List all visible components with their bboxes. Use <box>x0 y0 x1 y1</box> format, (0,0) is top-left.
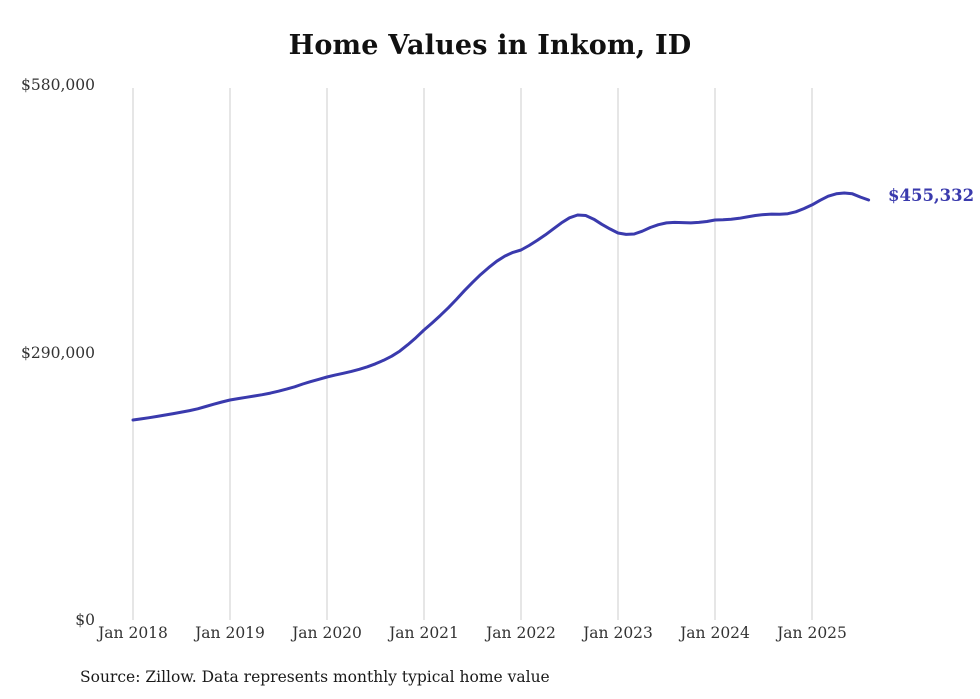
chart-title: Home Values in Inkom, ID <box>288 30 692 61</box>
x-axis-tick-label: Jan 2024 <box>680 624 750 642</box>
home-value-line <box>131 191 871 422</box>
latest-value-label: $455,332 <box>888 186 975 205</box>
x-axis-tick-label: Jan 2018 <box>98 624 168 642</box>
x-axis-tick-label: Jan 2020 <box>292 624 362 642</box>
source-note: Source: Zillow. Data represents monthly … <box>80 668 550 686</box>
x-axis-tick-label: Jan 2021 <box>389 624 459 642</box>
x-axis-tick-label: Jan 2023 <box>583 624 653 642</box>
x-axis-tick-label: Jan 2022 <box>486 624 556 642</box>
y-axis-tick-label: $290,000 <box>21 343 95 362</box>
x-axis-tick-label: Jan 2019 <box>195 624 265 642</box>
y-axis-tick-label: $0 <box>75 611 95 629</box>
x-axis-tick-label: Jan 2025 <box>777 624 847 642</box>
y-axis-tick-label: $580,000 <box>21 76 95 94</box>
